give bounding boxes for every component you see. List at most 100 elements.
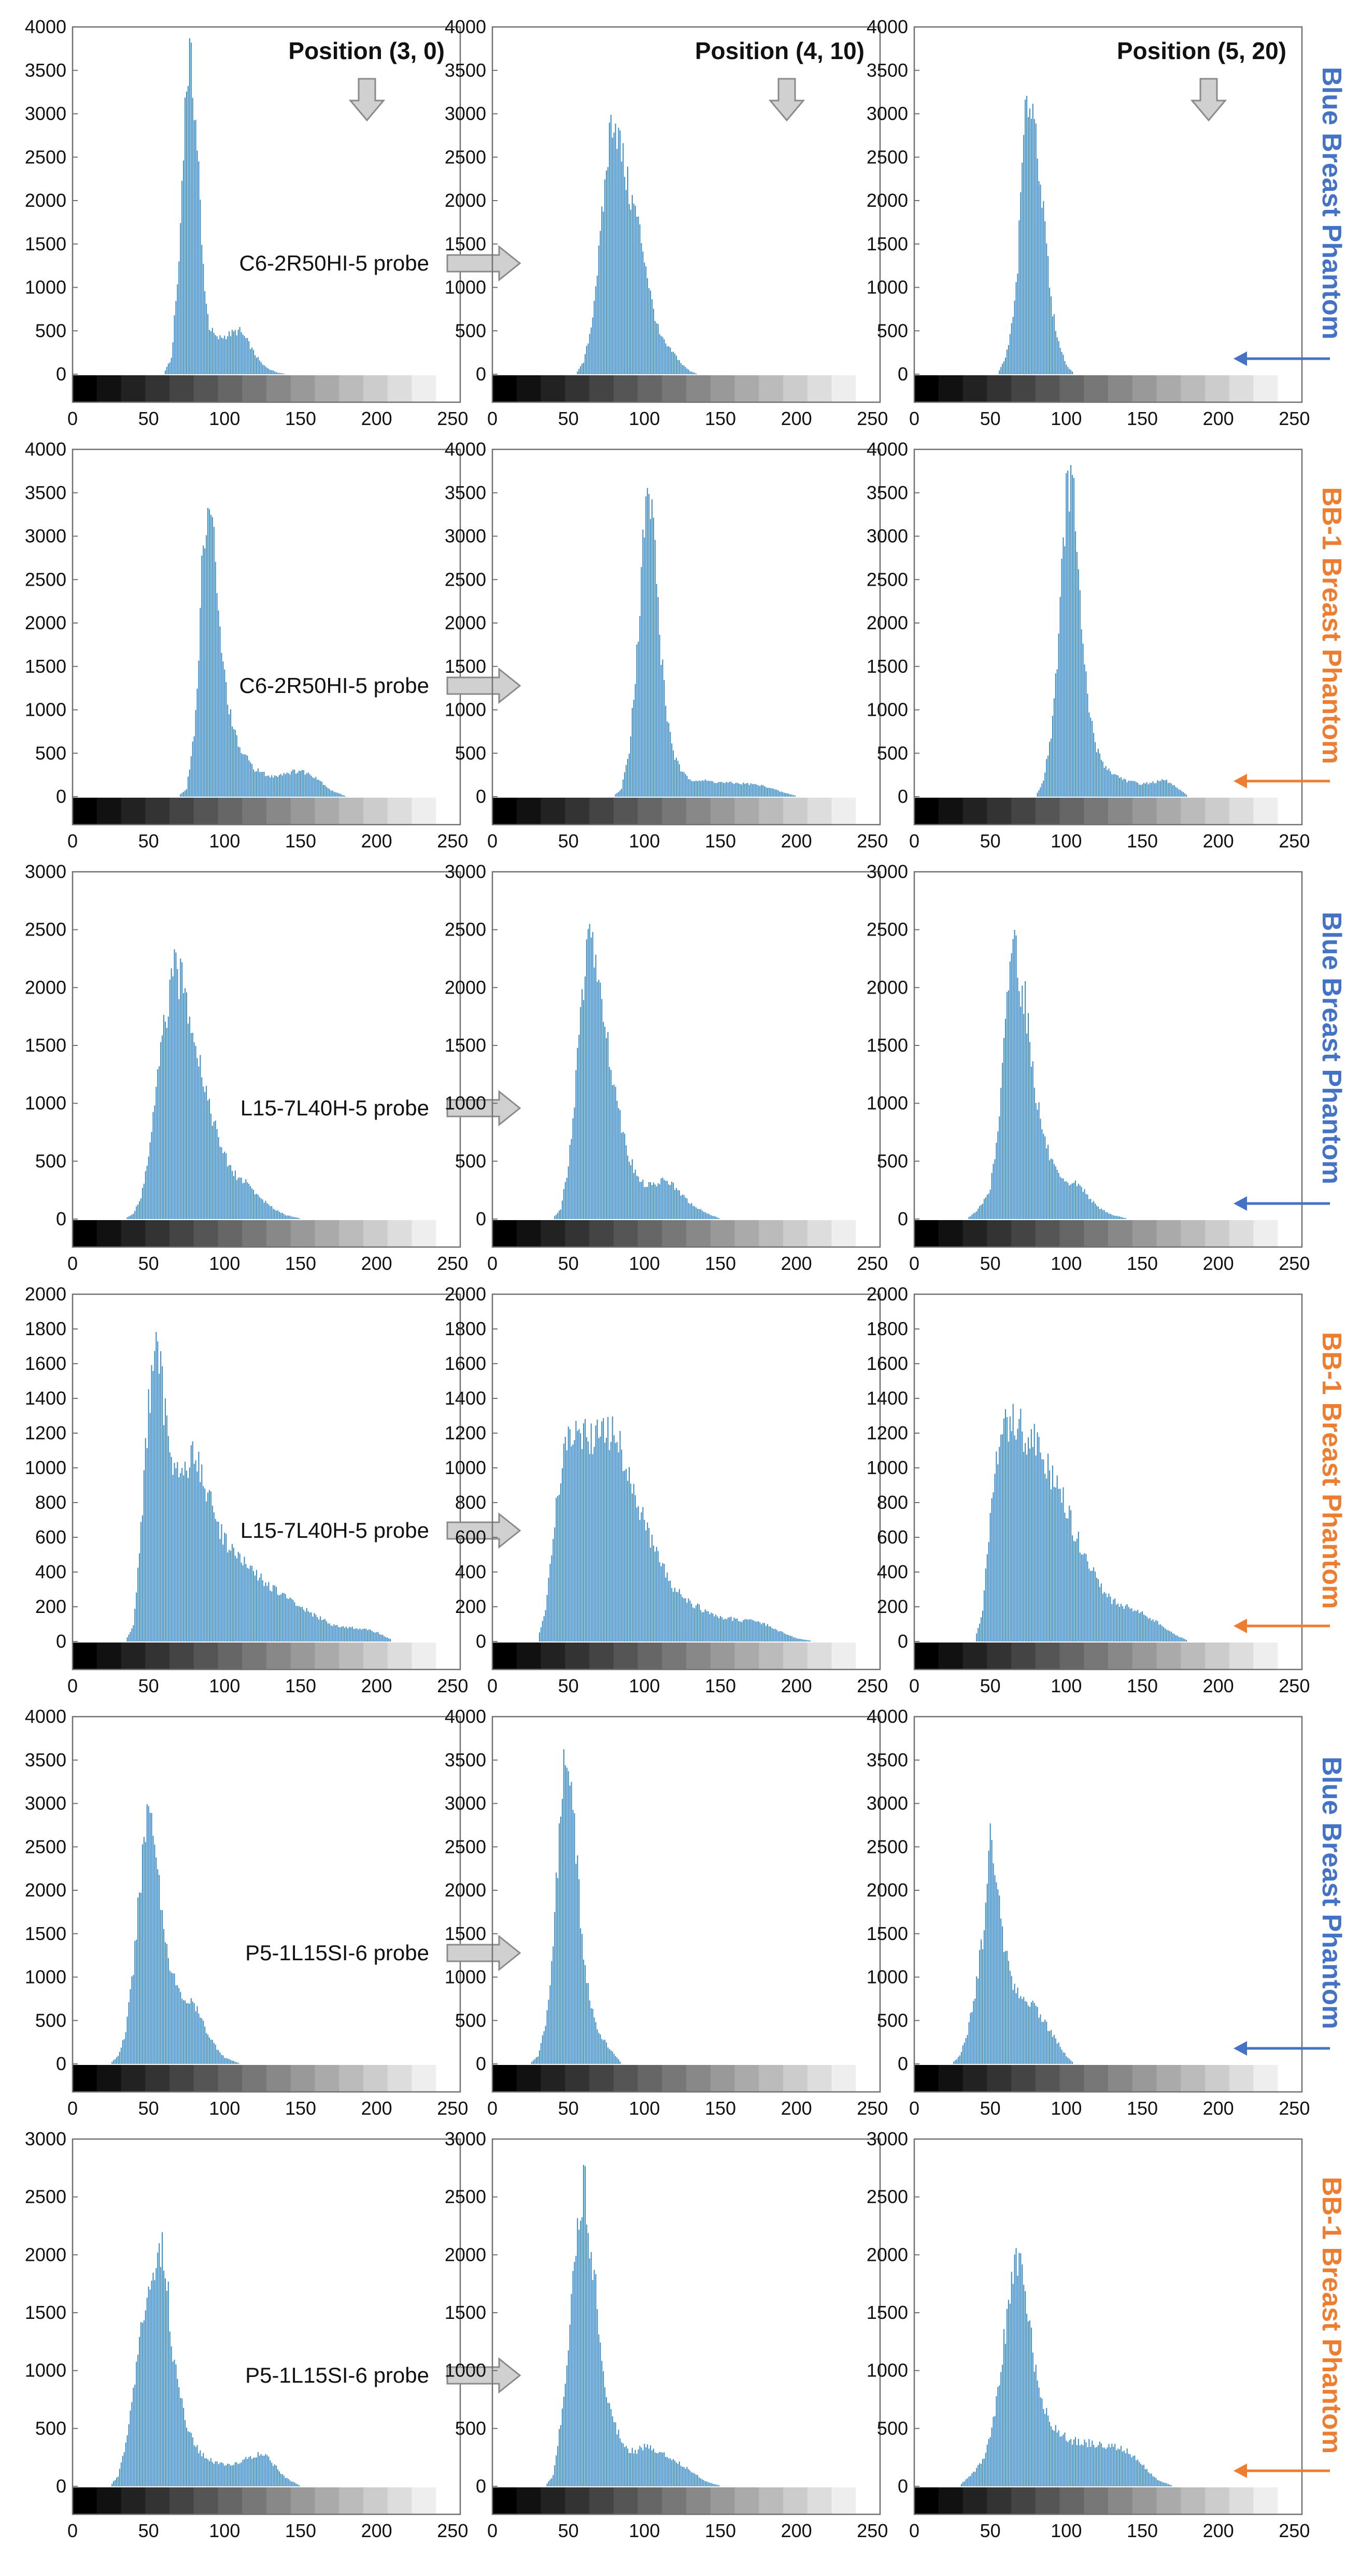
- histogram-bar: [253, 769, 254, 797]
- histogram-bar: [207, 2034, 209, 2064]
- histogram-bar: [692, 1206, 694, 1219]
- histogram-bar: [1085, 1554, 1087, 1641]
- histogram-bar: [1029, 108, 1030, 374]
- histogram-bar: [1114, 774, 1116, 797]
- histogram-bar: [1126, 1604, 1128, 1641]
- histogram-bar: [574, 2261, 575, 2486]
- histogram-bar: [330, 790, 332, 797]
- histogram-bar: [572, 1444, 574, 1641]
- histogram-bar: [982, 1949, 984, 2064]
- y-tick-label: 1600: [867, 1353, 908, 1374]
- histogram-bar: [248, 341, 250, 374]
- histogram-bar: [134, 1608, 136, 1641]
- histogram-bar: [610, 2409, 612, 2486]
- histogram-bar: [271, 1206, 273, 1219]
- histogram-bar: [1152, 781, 1154, 797]
- histogram-bar: [1022, 2264, 1023, 2486]
- histogram-bar: [1120, 1604, 1122, 1641]
- histogram-bar: [1160, 2481, 1161, 2486]
- histogram-bar: [613, 2422, 615, 2486]
- histogram-bar: [273, 777, 274, 797]
- histogram-bar: [686, 369, 688, 374]
- histogram-bar: [203, 545, 204, 797]
- grayscale-strip-segment: [831, 2065, 856, 2092]
- histogram-bar: [218, 2050, 219, 2064]
- x-tick-label: 100: [629, 1253, 660, 1274]
- histogram-bar: [256, 2457, 257, 2486]
- histogram-bar: [1009, 2303, 1011, 2486]
- histogram-bar: [1002, 1434, 1003, 1641]
- histogram-bar: [584, 1965, 586, 2064]
- y-tick-label: 1600: [445, 1353, 486, 1374]
- histogram-bar: [665, 705, 667, 797]
- grayscale-strip-segment: [121, 375, 146, 402]
- histogram-bar: [569, 1429, 571, 1641]
- histogram-bar: [288, 773, 289, 797]
- histogram-bar: [598, 980, 600, 1219]
- histogram-bar: [183, 993, 185, 1219]
- histogram-bar: [343, 1626, 344, 1641]
- histogram-bar: [703, 1212, 704, 1219]
- histogram-bar: [321, 782, 323, 797]
- grayscale-strip-segment: [638, 1220, 662, 1247]
- histogram-bar: [208, 509, 210, 797]
- probe-label: C6-2R50HI-5 probe: [239, 673, 429, 698]
- histogram-bar: [1014, 1984, 1015, 2064]
- grayscale-strip-segment: [169, 1643, 194, 1669]
- histogram-bar: [1067, 1518, 1069, 1641]
- histogram-bar: [1076, 551, 1078, 797]
- grayscale-strip-segment: [412, 375, 436, 402]
- x-tick-label: 100: [1051, 2098, 1082, 2119]
- left-arrow-icon: [1234, 1196, 1247, 1211]
- histogram-bar: [605, 2042, 607, 2064]
- grayscale-strip-segment: [1084, 375, 1109, 402]
- histogram-bar: [982, 1204, 984, 1219]
- histogram-bar: [1072, 475, 1073, 797]
- histogram-bar: [638, 2449, 639, 2486]
- y-tick-label: 3000: [867, 2128, 908, 2149]
- grayscale-strip-segment: [1253, 1220, 1278, 1247]
- histogram-bar: [1120, 777, 1122, 797]
- grayscale-strip-segment: [914, 2487, 939, 2514]
- grayscale-strip-segment: [218, 375, 243, 402]
- histogram-bar: [584, 2166, 586, 2486]
- grayscale-strip-segment: [856, 2487, 881, 2514]
- histogram-bar: [683, 1598, 685, 1641]
- histogram-bar: [685, 2469, 686, 2486]
- histogram-bar: [1043, 1134, 1044, 1219]
- histogram-bar: [1009, 1971, 1011, 2064]
- histogram-bar: [1056, 669, 1058, 797]
- histogram-bar: [271, 2462, 273, 2486]
- histogram-bar: [1050, 738, 1052, 797]
- histogram-bar: [234, 730, 236, 797]
- histogram-bar: [700, 1209, 701, 1219]
- grayscale-strip-segment: [1253, 1643, 1278, 1669]
- histogram-bar: [253, 350, 254, 374]
- histogram-bar: [231, 1171, 233, 1219]
- grayscale-strip-segment: [613, 1643, 638, 1669]
- grayscale-strip-segment: [290, 1220, 315, 1247]
- grayscale-strip-segment: [759, 2065, 784, 2092]
- histogram-bar: [587, 929, 589, 1219]
- histogram-bar: [691, 1603, 692, 1641]
- histogram-bar: [1026, 1454, 1028, 1641]
- x-tick-label: 200: [781, 408, 812, 429]
- histogram-bar: [563, 1189, 564, 1219]
- histogram-bar: [593, 2270, 595, 2486]
- histogram-bar: [1040, 2014, 1041, 2064]
- histogram-bar: [157, 1869, 159, 2064]
- histogram-bar: [240, 1178, 242, 1219]
- histogram-bar: [680, 363, 682, 374]
- histogram-bar: [657, 1183, 659, 1219]
- histogram-bar: [962, 2482, 964, 2486]
- histogram-bar: [1088, 712, 1090, 797]
- histogram-bar: [608, 1450, 610, 1641]
- histogram-bar: [215, 2461, 216, 2486]
- histogram-bar: [200, 200, 201, 374]
- histogram-bar: [673, 750, 674, 797]
- histogram-bar: [789, 794, 791, 797]
- x-tick-label: 50: [980, 408, 1001, 429]
- histogram-bar: [703, 2480, 704, 2486]
